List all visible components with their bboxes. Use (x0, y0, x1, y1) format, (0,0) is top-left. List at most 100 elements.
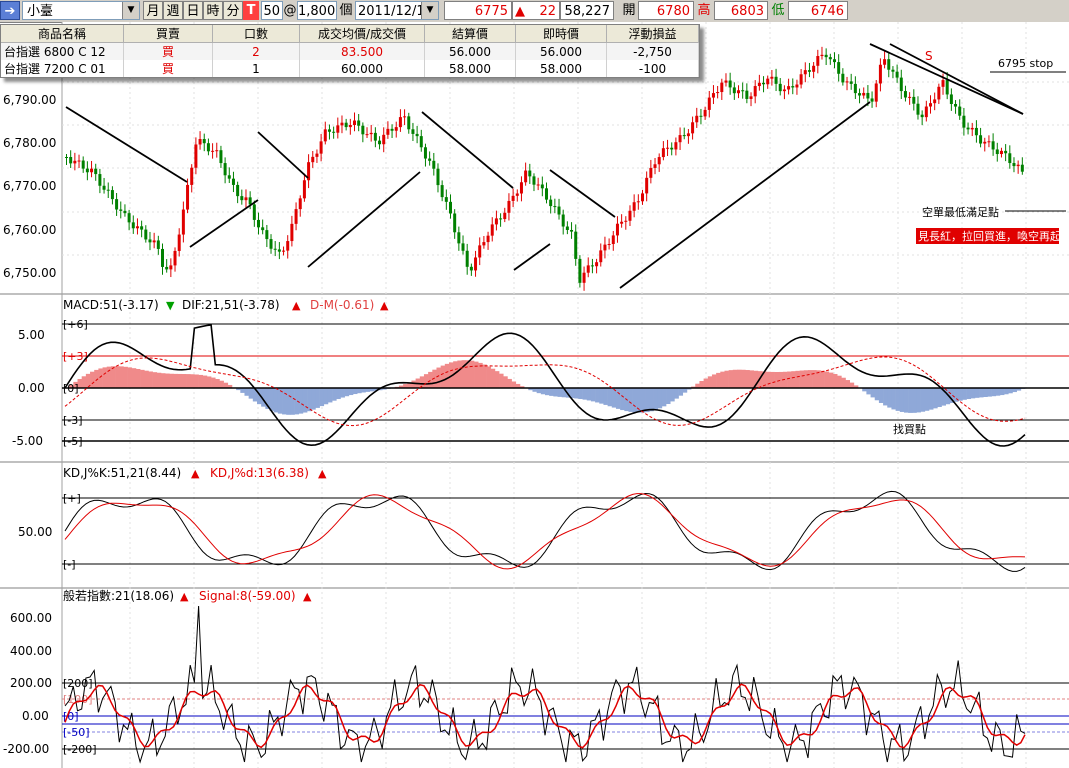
col-header-live[interactable]: 即時價 (515, 25, 607, 43)
date-select[interactable]: 2011/12/16 ▼ (355, 1, 439, 20)
candle-body (507, 200, 511, 213)
kd-k-line[interactable] (64, 490, 1026, 572)
candle-body (327, 129, 331, 132)
candle-body (152, 240, 156, 243)
candle-body (624, 220, 628, 222)
candle-body (73, 160, 77, 164)
macd-bar (824, 371, 830, 388)
interval-input[interactable]: 50 (261, 1, 283, 20)
candle-body (824, 54, 828, 58)
col-header-side[interactable]: 買賣 (123, 25, 213, 43)
cci-signal-line[interactable] (64, 683, 1026, 749)
macd-bar (265, 388, 270, 409)
macd-bar (983, 388, 988, 397)
candle-body (1012, 163, 1016, 167)
candle-body (837, 62, 841, 74)
macd-bar (277, 388, 283, 414)
macd-bar (465, 360, 471, 388)
candle-body (557, 206, 561, 215)
candle-body (169, 265, 173, 270)
candle-body (695, 115, 699, 123)
candle-body (474, 257, 478, 271)
macd-bar (812, 370, 817, 388)
macd-bar (595, 388, 600, 403)
macd-bar (545, 388, 550, 396)
candle-body (190, 167, 194, 185)
col-header-product[interactable]: 商品名稱 (1, 25, 124, 43)
candle-body (102, 185, 106, 190)
candle-body (436, 168, 440, 186)
candle-body (565, 226, 569, 230)
product-contract: 7200 C 01 (43, 62, 106, 76)
cci-main-line[interactable] (64, 605, 1026, 764)
macd-bar (273, 388, 279, 413)
macd-bar (632, 388, 638, 413)
macd-bar (845, 380, 850, 388)
candle-body (478, 245, 482, 258)
period-hour-button[interactable]: 時 (203, 1, 223, 20)
candle-body (762, 82, 766, 85)
candle-body (307, 162, 311, 181)
kd-title: KD,J%K:51,21(8.44) ▲ KD,J%d:13(6.38) ▲ (63, 466, 327, 480)
period-week-button[interactable]: 週 (163, 1, 183, 20)
candle-body (294, 209, 298, 224)
macd-bar (315, 388, 320, 408)
candle-body (90, 168, 94, 173)
macd-dif-line[interactable] (64, 324, 1026, 447)
macd-bar (81, 376, 87, 388)
chevron-down-icon[interactable]: ▼ (421, 2, 438, 19)
candlestick-series[interactable] (65, 46, 1024, 291)
candle-body (415, 133, 419, 137)
candle-body (549, 199, 553, 207)
macd-bar (657, 388, 663, 409)
candle-body (749, 96, 753, 99)
quantity-input[interactable]: 1,800 (297, 1, 337, 20)
chart-area[interactable]: 6,790.00 6,780.00 6,770.00 6,760.00 6,75… (0, 22, 1069, 768)
nav-arrow-icon[interactable]: ➔ (0, 1, 20, 20)
chevron-down-icon[interactable]: ▼ (122, 2, 139, 19)
candle-body (353, 120, 356, 125)
col-header-qty[interactable]: 口數 (212, 25, 300, 43)
date-value: 2011/12/16 (358, 4, 433, 19)
period-month-button[interactable]: 月 (143, 1, 163, 20)
macd-bar (482, 364, 487, 388)
macd-bar (327, 388, 333, 403)
kd-d-line[interactable] (64, 493, 1026, 570)
col-header-settle[interactable]: 結算價 (424, 25, 516, 43)
macd-bar (807, 370, 813, 388)
table-row[interactable]: 台指選 7200 C 01 買 1 60.000 58.000 58.000 -… (1, 60, 699, 77)
macd-bar (223, 382, 229, 388)
macd-bar (503, 376, 508, 388)
macd-bar (711, 374, 717, 388)
grid (62, 22, 1069, 768)
macd-histogram[interactable] (69, 360, 1026, 415)
candle-body (899, 77, 903, 92)
period-minute-button[interactable]: 分 (223, 1, 243, 20)
period-day-button[interactable]: 日 (183, 1, 203, 20)
macd-bar (148, 371, 153, 388)
macd-bar (181, 374, 187, 388)
candle-body (311, 156, 315, 163)
candle-body (140, 226, 144, 230)
table-row[interactable]: 台指選 6800 C 12 買 2 83.500 56.000 56.000 -… (1, 42, 699, 60)
symbol-select[interactable]: 小臺 ▼ (22, 1, 140, 20)
level-label: [-50] (63, 726, 90, 739)
macd-signal-line[interactable] (64, 356, 1026, 427)
candle-body (595, 262, 599, 267)
macd-bar (486, 366, 492, 388)
macd-bar (540, 388, 546, 395)
macd-bar (912, 388, 917, 413)
macd-bar (991, 388, 997, 397)
trendline (65, 106, 188, 183)
col-header-avg-price[interactable]: 成交均價/成交價 (299, 25, 425, 43)
macd-bar (670, 388, 675, 402)
macd-bar (110, 366, 116, 388)
trendlines[interactable] (65, 43, 1024, 289)
tick-type-button[interactable]: T (243, 1, 259, 20)
col-header-pnl[interactable]: 浮動損益 (606, 25, 699, 43)
macd-bar (724, 370, 729, 388)
macd-bar (920, 388, 926, 412)
candle-body (945, 80, 949, 95)
macd-bar (941, 388, 946, 406)
candle-body (657, 157, 661, 165)
